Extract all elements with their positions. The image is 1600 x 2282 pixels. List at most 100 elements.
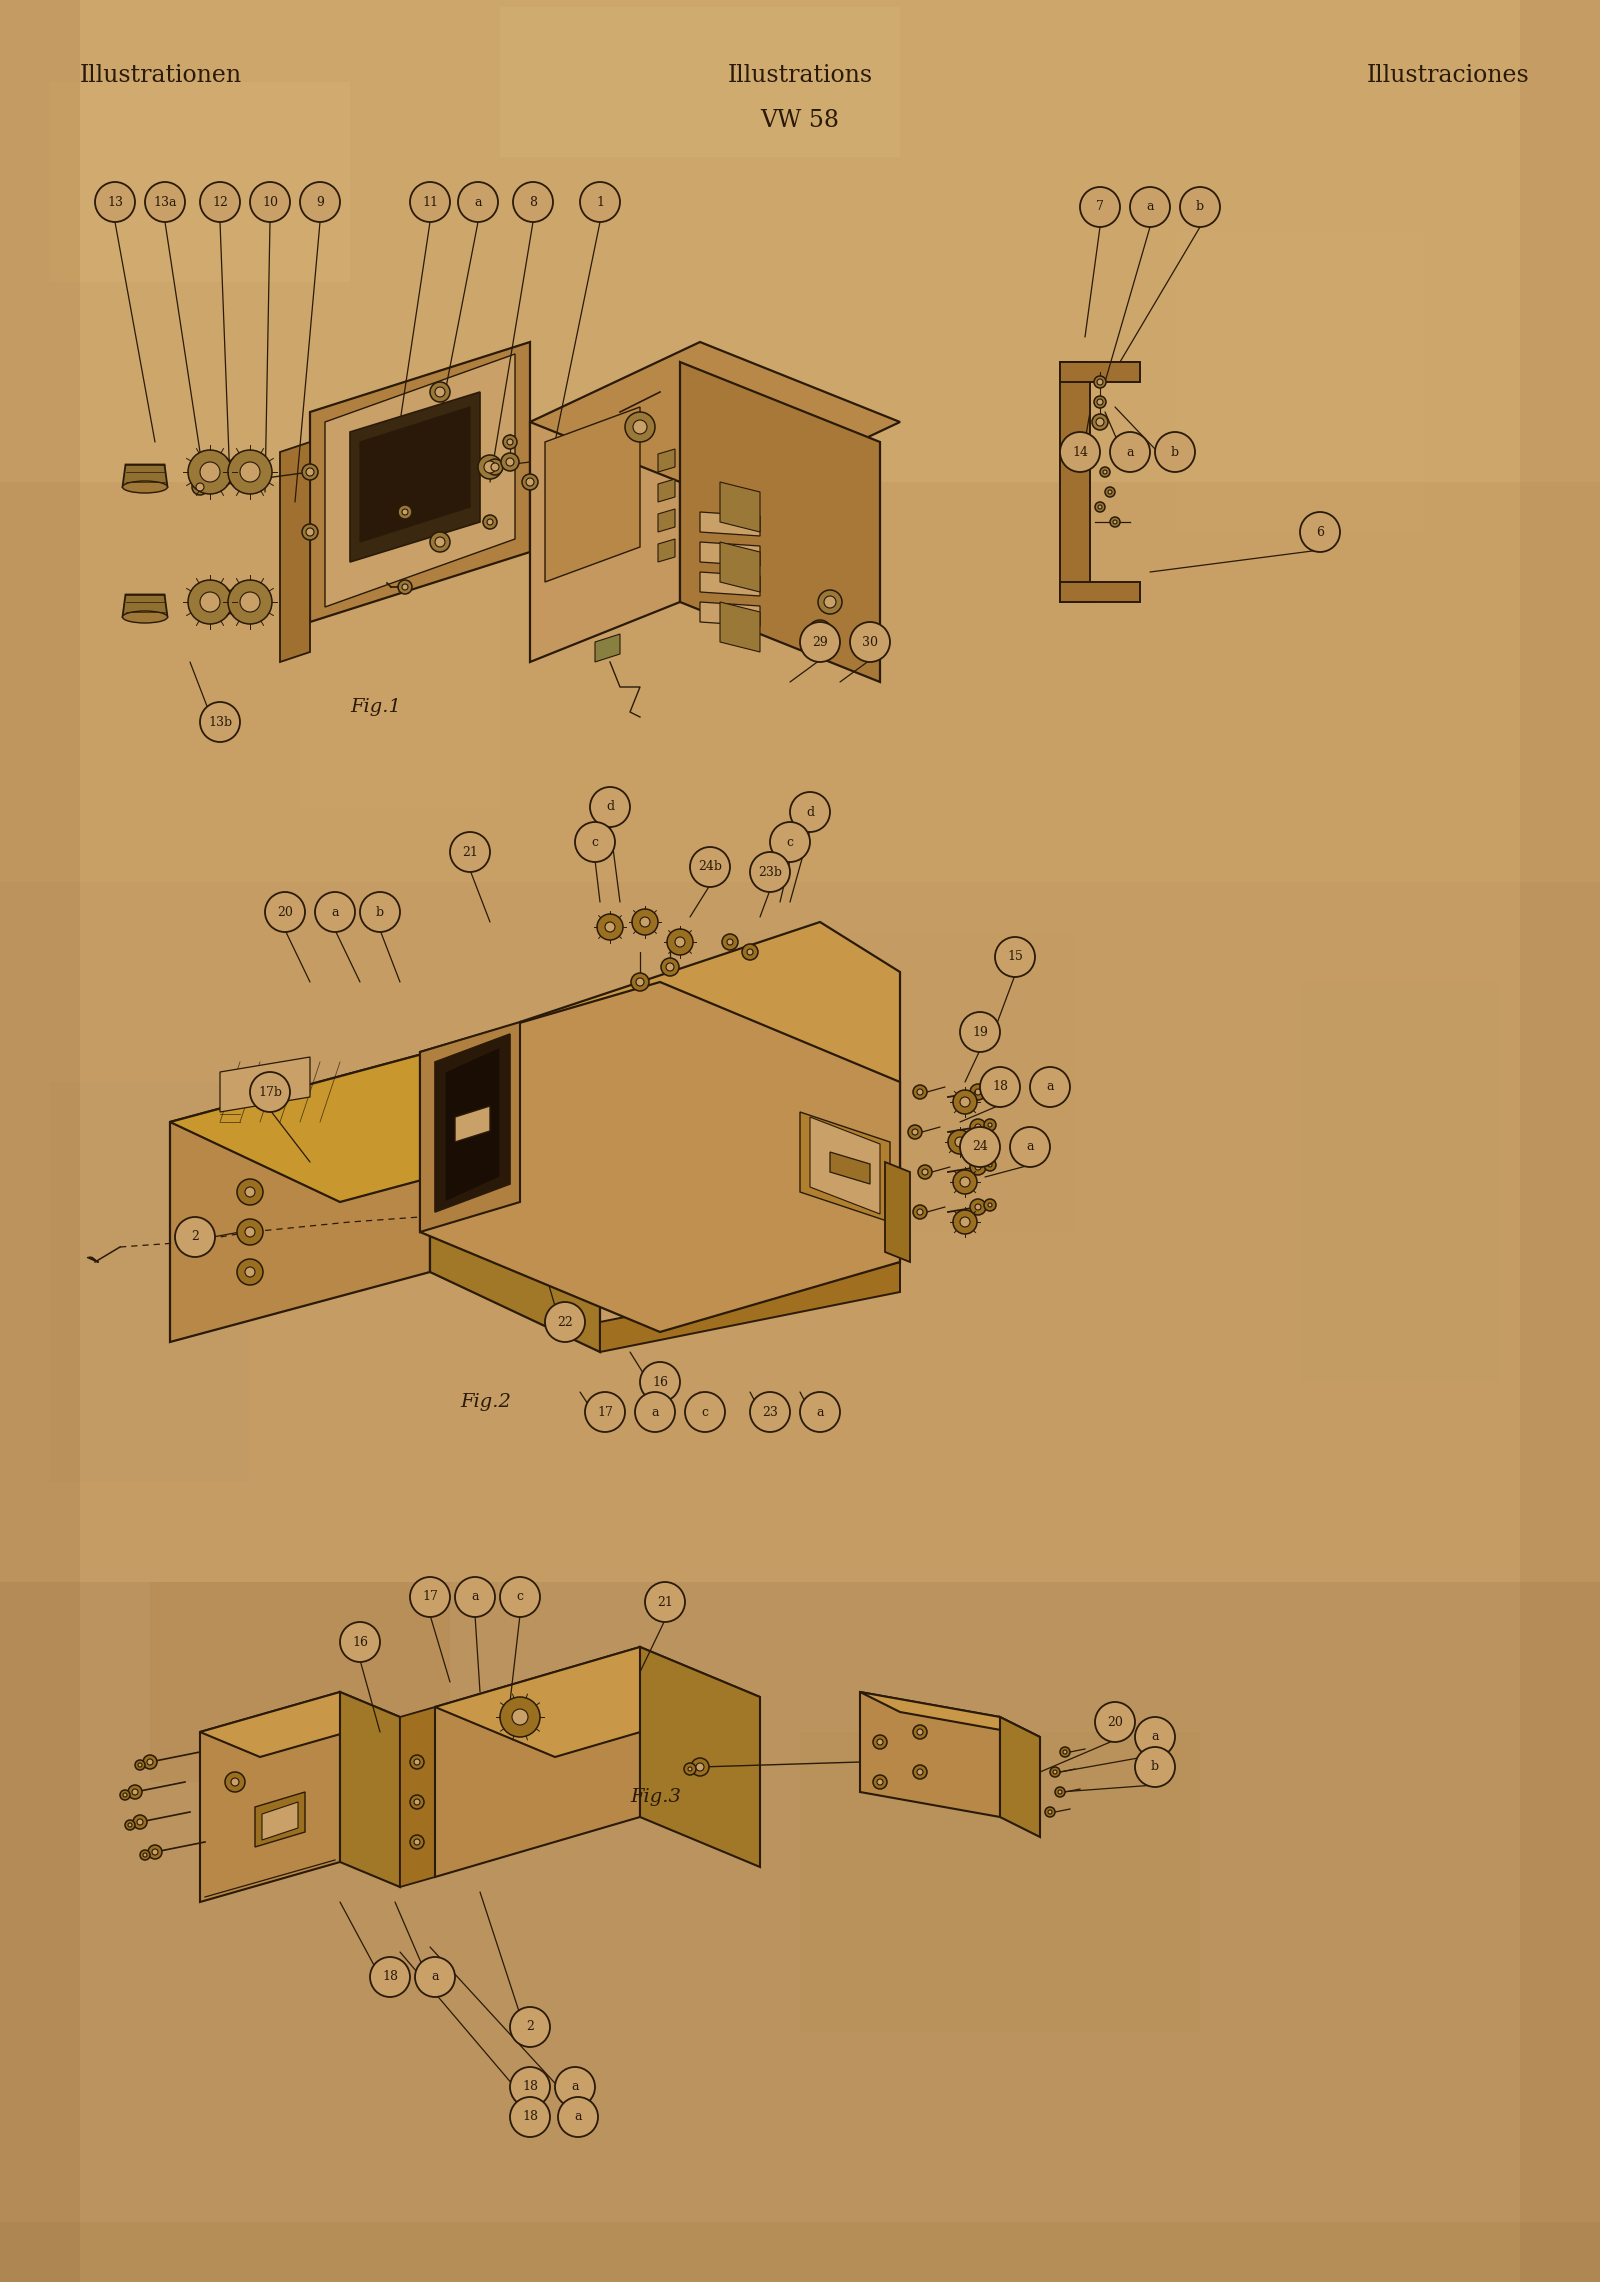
Text: c: c — [517, 1591, 523, 1604]
Circle shape — [450, 833, 490, 872]
Circle shape — [435, 536, 445, 548]
Circle shape — [430, 532, 450, 552]
Circle shape — [1080, 187, 1120, 226]
Text: 30: 30 — [862, 634, 878, 648]
Circle shape — [147, 1846, 162, 1860]
Text: a: a — [331, 906, 339, 917]
Circle shape — [808, 621, 832, 644]
Polygon shape — [262, 1803, 298, 1839]
Polygon shape — [600, 1262, 899, 1351]
Polygon shape — [640, 1648, 760, 1867]
Circle shape — [1110, 518, 1120, 527]
Circle shape — [435, 388, 445, 397]
Circle shape — [722, 933, 738, 949]
Polygon shape — [701, 511, 760, 536]
Circle shape — [229, 580, 272, 623]
Polygon shape — [123, 596, 168, 616]
Polygon shape — [701, 602, 760, 625]
Polygon shape — [530, 342, 899, 502]
Text: 21: 21 — [462, 847, 478, 858]
Polygon shape — [1059, 582, 1139, 602]
Circle shape — [195, 484, 205, 491]
Bar — [0, 883, 1600, 1581]
Text: 15: 15 — [1006, 952, 1022, 963]
Circle shape — [605, 922, 614, 931]
Text: 13a: 13a — [154, 196, 176, 208]
Circle shape — [1098, 379, 1102, 386]
Ellipse shape — [123, 612, 168, 623]
Polygon shape — [800, 1111, 890, 1221]
Circle shape — [512, 1709, 528, 1725]
Polygon shape — [435, 1034, 510, 1212]
Text: c: c — [701, 1406, 709, 1419]
Circle shape — [691, 1757, 709, 1775]
Circle shape — [800, 1392, 840, 1433]
Circle shape — [917, 1089, 923, 1095]
Circle shape — [917, 1209, 923, 1214]
Polygon shape — [360, 406, 470, 543]
Polygon shape — [254, 1791, 306, 1846]
Circle shape — [510, 2097, 550, 2136]
Polygon shape — [419, 981, 899, 1333]
Circle shape — [245, 1187, 254, 1198]
Circle shape — [947, 1130, 973, 1155]
Circle shape — [626, 413, 654, 443]
Circle shape — [984, 1159, 995, 1171]
Polygon shape — [861, 1691, 1000, 1816]
Circle shape — [1048, 1810, 1053, 1814]
Circle shape — [1045, 1807, 1054, 1816]
Circle shape — [1094, 502, 1106, 511]
Circle shape — [142, 1755, 157, 1769]
Circle shape — [1102, 470, 1107, 475]
Circle shape — [360, 892, 400, 931]
Polygon shape — [350, 393, 480, 561]
Circle shape — [824, 596, 835, 607]
Circle shape — [1098, 399, 1102, 404]
Text: 18: 18 — [382, 1969, 398, 1983]
Circle shape — [306, 468, 314, 477]
Circle shape — [1053, 1771, 1058, 1773]
Circle shape — [579, 183, 621, 221]
Circle shape — [954, 1171, 978, 1193]
Circle shape — [685, 1392, 725, 1433]
Circle shape — [414, 1839, 419, 1846]
Circle shape — [750, 851, 790, 892]
Circle shape — [1094, 1702, 1134, 1741]
Bar — [499, 7, 899, 157]
Circle shape — [1134, 1748, 1174, 1787]
Text: b: b — [1150, 1759, 1158, 1773]
Polygon shape — [454, 1107, 490, 1141]
Polygon shape — [1000, 1716, 1040, 1837]
Circle shape — [237, 1180, 262, 1205]
Text: 23b: 23b — [758, 865, 782, 879]
Text: 1: 1 — [595, 196, 605, 208]
Circle shape — [410, 183, 450, 221]
Text: c: c — [787, 835, 794, 849]
Circle shape — [125, 1821, 134, 1830]
Polygon shape — [720, 543, 760, 591]
Circle shape — [1134, 1716, 1174, 1757]
Text: b: b — [1171, 445, 1179, 459]
Circle shape — [984, 1118, 995, 1132]
Circle shape — [696, 1764, 704, 1771]
Circle shape — [1106, 486, 1115, 497]
Circle shape — [522, 475, 538, 491]
Text: 2: 2 — [190, 1230, 198, 1244]
Circle shape — [486, 518, 493, 525]
Circle shape — [301, 183, 339, 221]
Polygon shape — [400, 1707, 435, 1887]
Text: 19: 19 — [973, 1025, 987, 1038]
Polygon shape — [658, 509, 675, 532]
Circle shape — [138, 1764, 142, 1766]
Circle shape — [742, 945, 758, 961]
Circle shape — [250, 1073, 290, 1111]
Bar — [0, 2223, 1600, 2282]
Ellipse shape — [123, 482, 168, 493]
Text: 18: 18 — [522, 2081, 538, 2093]
Polygon shape — [1059, 363, 1090, 602]
Polygon shape — [520, 922, 899, 1333]
Circle shape — [510, 2006, 550, 2047]
Circle shape — [133, 1814, 147, 1828]
Circle shape — [146, 183, 186, 221]
Circle shape — [850, 623, 890, 662]
